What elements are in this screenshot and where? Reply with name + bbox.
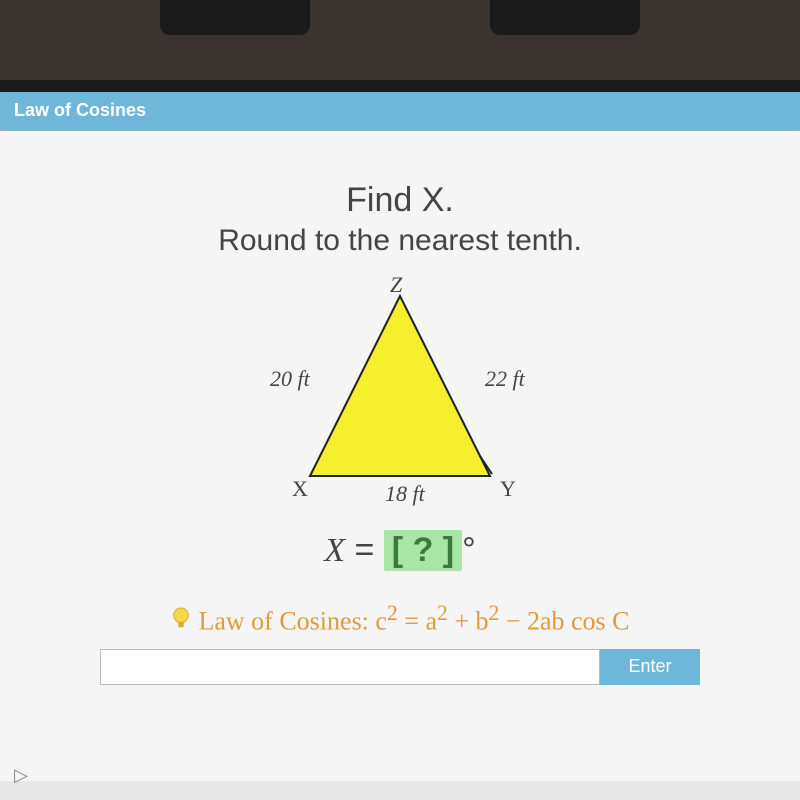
screen: Law of Cosines Find X. Round to the near…	[0, 80, 800, 800]
answer-variable: X	[324, 532, 345, 569]
enter-button[interactable]: Enter	[600, 649, 700, 685]
side-left-label: 20 ft	[270, 366, 310, 392]
triangle-shape	[300, 286, 500, 486]
content-area: Find X. Round to the nearest tenth. Z 20…	[0, 131, 800, 781]
answer-equals: =	[345, 531, 384, 569]
vertex-z-label: Z	[390, 272, 402, 298]
instruction-line-2: Round to the nearest tenth.	[218, 224, 582, 258]
vertex-x-label: X	[292, 476, 308, 502]
side-bottom-label: 18 ft	[385, 481, 425, 507]
notch	[490, 0, 640, 35]
answer-line: X = [ ? ]°	[324, 530, 475, 571]
title-bar: Law of Cosines	[0, 92, 800, 131]
answer-box[interactable]: [ ? ]	[384, 530, 462, 571]
caret-icon[interactable]: ▷	[14, 765, 28, 786]
answer-degree: °	[462, 531, 476, 569]
vertex-y-label: Y	[500, 476, 516, 502]
answer-input-row: Enter	[100, 649, 700, 685]
title-text: Law of Cosines	[14, 100, 146, 120]
device-bezel-top	[0, 0, 800, 80]
hint-prefix: Law of Cosines:	[198, 607, 375, 636]
hint-text: Law of Cosines: c2 = a2 + b2 − 2ab cos C	[198, 601, 629, 637]
hint-line: Law of Cosines: c2 = a2 + b2 − 2ab cos C	[170, 601, 629, 637]
lightbulb-icon	[170, 605, 192, 633]
instruction-line-1: Find X.	[346, 181, 454, 220]
triangle-diagram: Z 20 ft 22 ft 18 ft X Y	[230, 276, 570, 516]
answer-input[interactable]	[100, 649, 600, 685]
side-right-label: 22 ft	[485, 366, 525, 392]
notch	[160, 0, 310, 35]
